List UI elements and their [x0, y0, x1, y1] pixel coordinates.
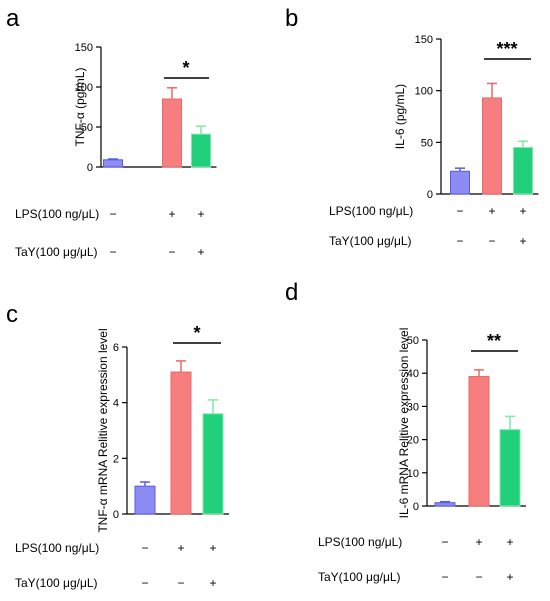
y-tick-label: 0 — [87, 162, 93, 174]
condition-label: TaY(100 μg/μL) — [15, 245, 98, 259]
y-tick-label: 50 — [421, 137, 433, 149]
condition-sign: + — [506, 570, 513, 584]
significance-marker: * — [182, 58, 189, 78]
condition-sign: − — [441, 535, 448, 549]
condition-sign: − — [109, 245, 116, 259]
bar-control — [134, 485, 156, 515]
y-axis-title: TNF-α mRNA Relitive expression level — [96, 328, 110, 532]
condition-sign: + — [209, 541, 216, 555]
y-axis-title: IL-6 mRNA Relitive expression level — [397, 328, 411, 519]
condition-sign: − — [141, 541, 148, 555]
condition-sign: − — [177, 576, 184, 590]
condition-sign: − — [456, 204, 463, 218]
y-tick-label: 2 — [113, 453, 119, 465]
bar-lps-tay — [513, 147, 533, 195]
y-tick-label: 20 — [407, 435, 419, 447]
condition-label: LPS(100 ng/μL) — [318, 535, 402, 549]
y-tick-label: 50 — [81, 122, 93, 134]
y-tick-label: 0 — [113, 509, 119, 521]
panel-letter: a — [6, 5, 20, 32]
condition-sign: − — [441, 570, 448, 584]
panel-letter: d — [285, 279, 298, 306]
condition-sign: + — [209, 576, 216, 590]
y-tick-label: 150 — [75, 42, 93, 54]
y-tick-label: 0 — [427, 189, 433, 201]
bar-control — [103, 159, 123, 168]
y-tick-label: 4 — [113, 398, 119, 410]
condition-sign: + — [519, 234, 526, 248]
condition-sign: − — [141, 576, 148, 590]
condition-sign: + — [197, 207, 204, 221]
significance-marker: *** — [496, 39, 517, 59]
bar-lps — [468, 376, 490, 507]
condition-sign: − — [456, 234, 463, 248]
y-tick-label: 40 — [407, 368, 419, 380]
condition-sign: + — [197, 245, 204, 259]
y-axis-title: TNF-α (pg/mL) — [73, 68, 87, 147]
bar-lps — [170, 371, 192, 515]
condition-sign: − — [168, 245, 175, 259]
panel-letter: c — [6, 301, 18, 328]
significance-marker: ** — [487, 331, 501, 351]
y-tick-label: 10 — [407, 468, 419, 480]
bar-lps-tay — [191, 133, 211, 168]
condition-sign: + — [168, 207, 175, 221]
condition-sign: + — [475, 535, 482, 549]
bar-lps — [162, 98, 182, 168]
panel-letter: b — [285, 5, 298, 32]
condition-label: LPS(100 ng/μL) — [329, 204, 413, 218]
bar-lps — [482, 97, 502, 195]
condition-label: TaY(100 μg/μL) — [329, 234, 412, 248]
bar-control — [434, 502, 456, 507]
condition-label: TaY(100 μg/μL) — [318, 570, 401, 584]
condition-sign: − — [109, 207, 116, 221]
y-tick-label: 50 — [407, 335, 419, 347]
condition-sign: + — [177, 541, 184, 555]
y-tick-label: 6 — [113, 342, 119, 354]
condition-sign: + — [506, 535, 513, 549]
significance-marker: * — [193, 323, 200, 343]
y-tick-label: 100 — [415, 86, 433, 98]
panel-b: b 0 50 100 150 IL-6 (pg/mL) *** LPS(100 ng/μL) −… — [285, 5, 539, 248]
condition-sign: + — [519, 204, 526, 218]
bar-lps-tay — [202, 413, 224, 515]
condition-label: TaY(100 μg/μL) — [15, 576, 98, 590]
bar-control — [450, 170, 470, 195]
y-axis-title: IL-6 (pg/mL) — [393, 84, 407, 149]
y-tick-label: 100 — [75, 82, 93, 94]
bar-lps-tay — [499, 429, 521, 507]
condition-label: LPS(100 ng/μL) — [15, 207, 99, 221]
condition-label: LPS(100 ng/μL) — [15, 541, 99, 555]
condition-sign: − — [488, 234, 495, 248]
y-tick-label: 0 — [413, 501, 419, 513]
condition-sign: − — [475, 570, 482, 584]
condition-sign: + — [488, 204, 495, 218]
y-tick-label: 150 — [415, 34, 433, 46]
y-tick-label: 30 — [407, 401, 419, 413]
